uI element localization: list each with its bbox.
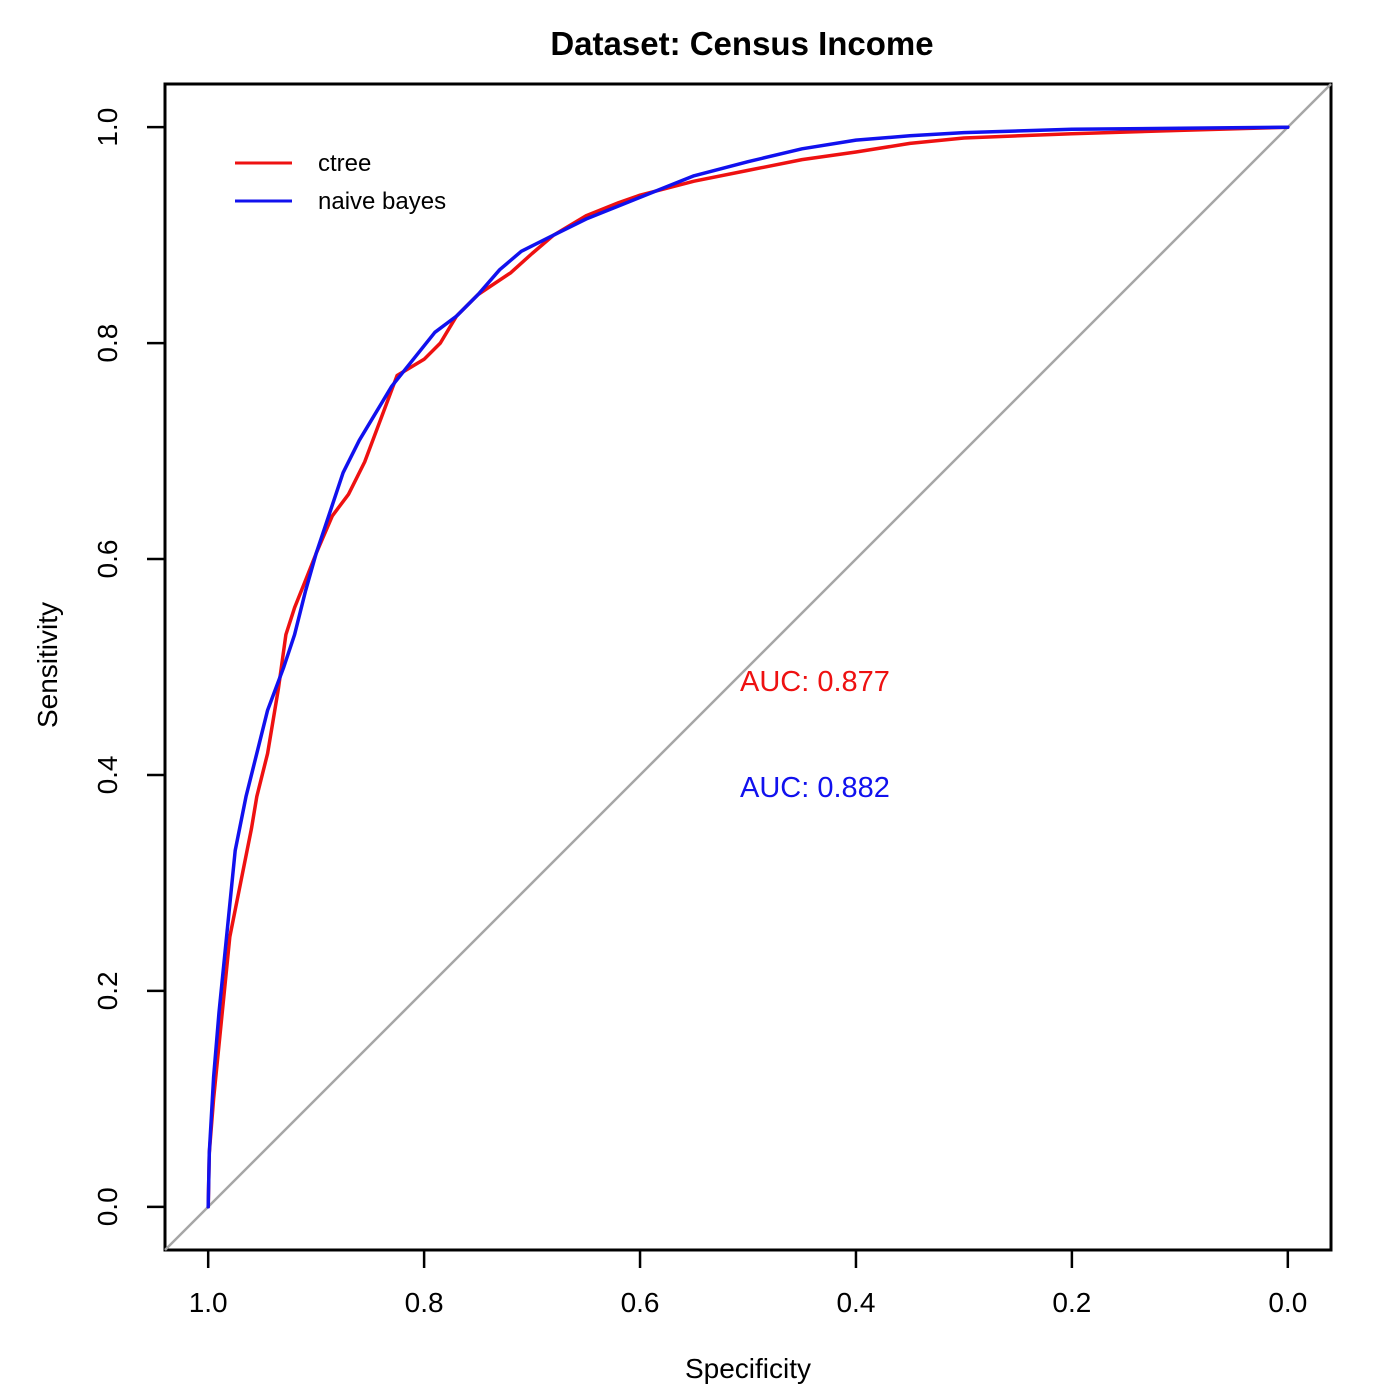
- legend: ctree naive bayes: [235, 150, 446, 215]
- x-tick-label: 0.4: [836, 1287, 875, 1318]
- chart-title: Dataset: Census Income: [550, 25, 933, 62]
- x-axis-label: Specificity: [685, 1353, 811, 1384]
- legend-label-naive-bayes: naive bayes: [318, 188, 446, 215]
- y-tick-label: 0.8: [92, 324, 123, 363]
- x-tick-label: 0.8: [405, 1287, 444, 1318]
- y-tick-label: 0.2: [92, 971, 123, 1010]
- x-tick-label: 0.6: [621, 1287, 660, 1318]
- series-line-ctree: [206, 125, 1290, 1209]
- y-tick-label: 0.6: [92, 540, 123, 579]
- x-tick-label: 0.0: [1268, 1287, 1307, 1318]
- series-line-naive-bayes: [206, 125, 1290, 1209]
- y-tick-label: 1.0: [92, 108, 123, 147]
- x-tick-label: 0.2: [1052, 1287, 1091, 1318]
- legend-label-ctree: ctree: [318, 150, 371, 177]
- diagonal-reference-line: [164, 83, 1332, 1251]
- auc-annotation-naive-bayes: AUC: 0.882: [740, 772, 890, 804]
- y-tick-label: 0.4: [92, 755, 123, 794]
- auc-annotation-ctree: AUC: 0.877: [740, 666, 890, 698]
- y-axis-label: Sensitivity: [32, 602, 63, 728]
- x-tick-label: 1.0: [189, 1287, 228, 1318]
- y-tick-label: 0.0: [92, 1187, 123, 1226]
